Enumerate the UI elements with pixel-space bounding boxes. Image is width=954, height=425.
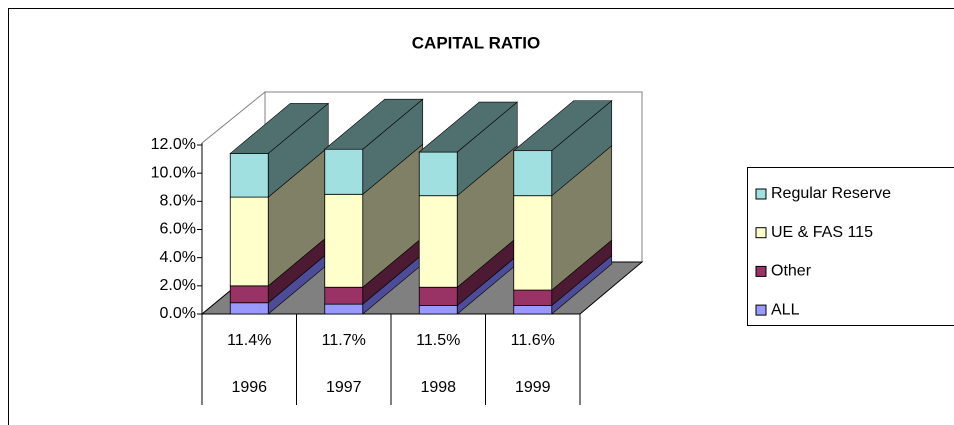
bar	[513, 289, 553, 306]
legend-label: Regular Reserve	[771, 185, 891, 202]
chart-title: CAPITAL RATIO	[412, 33, 540, 52]
data-table-total: 11.4%	[227, 332, 271, 349]
bar	[418, 286, 458, 306]
bar	[229, 196, 269, 287]
bar	[324, 286, 364, 305]
legend-label: Other	[771, 263, 812, 280]
legend-swatch	[755, 265, 767, 277]
data-table-total: 11.7%	[322, 332, 366, 349]
y-tick-label: 10.0%	[151, 164, 196, 181]
bar	[513, 305, 553, 315]
legend-swatch	[755, 188, 767, 200]
legend-swatch	[755, 304, 767, 316]
legend-label: ALL	[771, 301, 800, 318]
data-table-total: 11.5%	[416, 332, 460, 349]
y-tick-label: 6.0%	[160, 221, 196, 238]
y-tick-label: 4.0%	[160, 249, 196, 266]
bar-top	[229, 103, 330, 154]
bar	[513, 195, 553, 291]
bar	[418, 151, 458, 197]
y-tick-label: 8.0%	[160, 193, 196, 210]
legend	[747, 167, 954, 326]
bar	[418, 195, 458, 288]
bar	[229, 285, 269, 304]
y-tick-label: 2.0%	[160, 277, 196, 294]
bar	[324, 193, 364, 288]
bar-top	[418, 101, 519, 153]
bar	[229, 302, 269, 315]
bar	[229, 153, 269, 198]
bar	[418, 305, 458, 315]
x-tick-label: 1998	[420, 379, 456, 396]
bar	[513, 150, 553, 197]
bar-top	[323, 98, 424, 150]
y-tick-label: 0.0%	[160, 305, 196, 322]
y-tick-label: 12.0%	[151, 136, 196, 153]
x-tick-label: 1999	[515, 379, 551, 396]
bar	[324, 148, 364, 195]
x-tick-label: 1997	[326, 379, 362, 396]
data-table-total: 11.6%	[511, 332, 555, 349]
legend-swatch	[755, 227, 767, 239]
bar-top	[512, 100, 613, 151]
legend-label: UE & FAS 115	[771, 224, 873, 241]
x-tick-label: 1996	[231, 379, 267, 396]
bar	[324, 303, 364, 315]
